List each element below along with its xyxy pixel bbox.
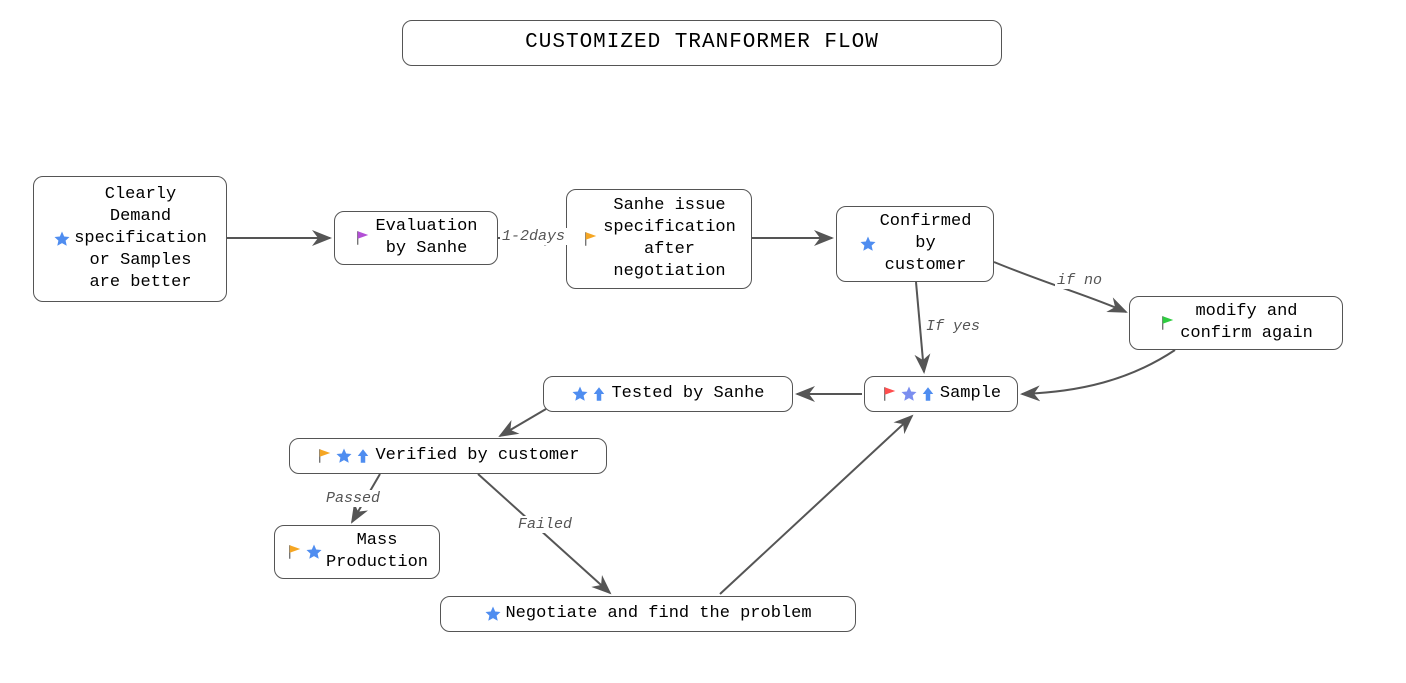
node-label: modify and confirm again	[1180, 301, 1313, 345]
node-label: Confirmed by customer	[880, 211, 972, 277]
edge-label: Failed	[516, 516, 574, 533]
arrow-up-icon	[590, 385, 608, 403]
node-spec: Sanhe issue specification after negotiat…	[566, 189, 752, 289]
edge-label: Passed	[324, 490, 382, 507]
star-icon	[335, 447, 353, 465]
node-modify: modify and confirm again	[1129, 296, 1343, 350]
edge-label: if no	[1055, 272, 1104, 289]
node-icons	[53, 230, 71, 248]
node-label: Sanhe issue specification after negotiat…	[603, 195, 736, 283]
node-sample: Sample	[864, 376, 1018, 412]
node-demand: Clearly Demand specification or Samples …	[33, 176, 227, 302]
node-icons	[582, 230, 600, 248]
star-icon	[571, 385, 589, 403]
node-icons	[1159, 314, 1177, 332]
arrow-up-icon	[354, 447, 372, 465]
node-label: Verified by customer	[375, 445, 579, 467]
node-label: Clearly Demand specification or Samples …	[74, 184, 207, 294]
flag-icon	[1159, 314, 1177, 332]
node-mass: Mass Production	[274, 525, 440, 579]
edge	[1022, 350, 1175, 394]
node-tested: Tested by Sanhe	[543, 376, 793, 412]
node-label: Negotiate and find the problem	[505, 603, 811, 625]
edge-label: 1-2days	[500, 228, 567, 245]
node-icons	[571, 385, 608, 403]
node-label: Evaluation by Sanhe	[375, 216, 477, 260]
node-label: Sample	[940, 383, 1001, 405]
node-label: Mass Production	[326, 530, 428, 574]
flag-icon	[286, 543, 304, 561]
star-icon	[53, 230, 71, 248]
star-icon	[305, 543, 323, 561]
star-icon	[484, 605, 502, 623]
node-verified: Verified by customer	[289, 438, 607, 474]
arrow-up-icon	[919, 385, 937, 403]
edge-label: If yes	[924, 318, 982, 335]
edge	[500, 409, 546, 436]
node-confirm: Confirmed by customer	[836, 206, 994, 282]
flag-icon	[881, 385, 899, 403]
flag-icon	[354, 229, 372, 247]
star-icon	[900, 385, 918, 403]
node-icons	[484, 605, 502, 623]
node-negotiate: Negotiate and find the problem	[440, 596, 856, 632]
node-icons	[286, 543, 323, 561]
star-icon	[859, 235, 877, 253]
flag-icon	[582, 230, 600, 248]
node-label: Tested by Sanhe	[611, 383, 764, 405]
title-node: CUSTOMIZED TRANFORMER FLOW	[402, 20, 1002, 66]
edge	[478, 474, 610, 593]
node-icons	[354, 229, 372, 247]
node-icons	[859, 235, 877, 253]
edge	[916, 282, 924, 372]
node-icons	[881, 385, 937, 403]
flag-icon	[316, 447, 334, 465]
title-text: CUSTOMIZED TRANFORMER FLOW	[525, 29, 879, 56]
edge	[720, 416, 912, 594]
node-eval: Evaluation by Sanhe	[334, 211, 498, 265]
node-icons	[316, 447, 372, 465]
